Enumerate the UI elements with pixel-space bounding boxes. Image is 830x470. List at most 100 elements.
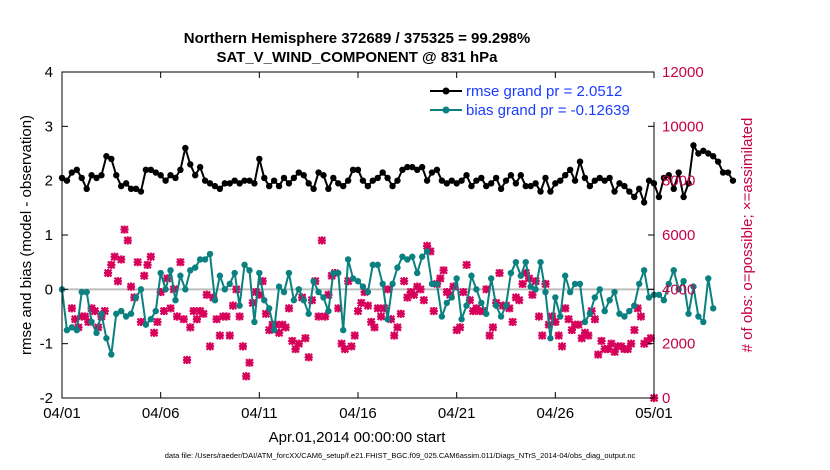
obs-marker <box>367 317 376 327</box>
rmse-point <box>488 180 495 187</box>
bias-point <box>409 253 416 260</box>
y2-tick-label: 8000 <box>662 173 695 190</box>
bias-point <box>695 313 702 320</box>
rmse-point <box>655 193 663 201</box>
rmse-point <box>566 166 574 173</box>
rmse-point <box>310 185 317 193</box>
obs-marker <box>317 236 327 245</box>
obs-marker <box>176 257 185 267</box>
rmse-point <box>621 182 628 190</box>
obs-marker <box>436 274 445 283</box>
bias-point <box>157 269 164 277</box>
rmse-point <box>700 147 707 154</box>
rmse-point <box>103 153 110 160</box>
y-tick-label: 0 <box>45 281 53 298</box>
bias-point <box>463 302 470 309</box>
bias-point <box>700 318 707 326</box>
bias-point <box>379 280 386 288</box>
rmse-point <box>206 180 214 187</box>
obs-marker <box>610 347 619 356</box>
bias-point <box>670 267 677 274</box>
bias-point <box>290 297 298 304</box>
bias-point <box>221 286 228 293</box>
obs-marker <box>399 277 409 286</box>
rmse-point <box>315 169 322 176</box>
bias-point <box>241 261 248 269</box>
obs-marker <box>284 304 294 313</box>
bias-point <box>507 269 515 277</box>
y-tick-label: 2 <box>45 173 53 190</box>
obs-marker <box>429 306 438 316</box>
bias-point <box>576 280 584 288</box>
obs-marker <box>159 306 169 316</box>
rmse-point <box>695 150 702 157</box>
obs-marker <box>564 315 573 324</box>
bias-point <box>206 250 214 258</box>
obs-marker <box>521 268 531 278</box>
obs-marker <box>291 344 300 354</box>
obs-marker <box>281 323 290 332</box>
bias-point <box>335 269 342 277</box>
rmse-point <box>640 199 648 206</box>
legend-box <box>428 78 660 122</box>
rmse-point <box>172 174 179 182</box>
rmse-point <box>394 177 401 184</box>
bias-point <box>542 288 549 296</box>
obs-marker <box>597 336 606 346</box>
obs-marker <box>334 304 343 313</box>
y2-tick-label: 6000 <box>662 227 695 244</box>
bias-point <box>566 288 574 296</box>
obs-marker <box>551 317 560 327</box>
rmse-point <box>83 185 90 193</box>
bias-point <box>127 310 135 317</box>
rmse-point <box>162 177 169 184</box>
obs-marker <box>462 260 471 270</box>
y2-tick-label: 10000 <box>662 118 704 135</box>
rmse-point <box>507 172 515 179</box>
bias-point <box>389 280 396 288</box>
obs-marker <box>528 290 537 299</box>
rmse-point <box>231 177 238 184</box>
obs-marker <box>123 236 132 245</box>
bias-point <box>616 310 623 317</box>
bias-point <box>187 267 194 274</box>
obs-marker <box>307 296 317 305</box>
bias-point <box>63 326 71 334</box>
plot-background <box>62 72 654 398</box>
bias-point <box>685 310 692 317</box>
rmse-point <box>320 172 327 179</box>
obs-marker <box>288 336 297 346</box>
obs-marker <box>534 312 544 321</box>
rmse-point <box>606 174 613 182</box>
obs-marker <box>113 277 123 286</box>
obs-marker <box>324 290 333 299</box>
obs-marker <box>633 304 642 313</box>
obs-marker <box>370 323 379 332</box>
obs-marker <box>238 342 248 351</box>
bias-point <box>137 286 145 293</box>
obs-marker <box>222 312 231 321</box>
obs-marker <box>344 277 353 286</box>
obs-marker <box>228 301 238 310</box>
bias-point <box>512 258 520 266</box>
bias-point <box>468 272 475 279</box>
x-tick-label: 04/26 <box>537 405 575 422</box>
x-tick-label: 04/16 <box>339 405 377 422</box>
obs-marker <box>265 325 274 335</box>
bias-point <box>517 272 524 279</box>
obs-marker <box>110 252 119 261</box>
rmse-point <box>369 177 376 184</box>
bias-point <box>478 299 485 307</box>
bias-point <box>256 269 263 277</box>
bias-point <box>473 286 480 293</box>
bias-point <box>68 324 76 331</box>
obs-marker <box>584 331 593 340</box>
y-tick-label: -2 <box>40 390 53 407</box>
plot-area <box>62 72 654 398</box>
rmse-point <box>571 177 579 184</box>
bias-point <box>438 313 446 320</box>
rmse-point <box>557 177 564 184</box>
bias-point <box>552 294 559 301</box>
obs-marker <box>485 331 494 340</box>
obs-marker <box>179 315 188 324</box>
